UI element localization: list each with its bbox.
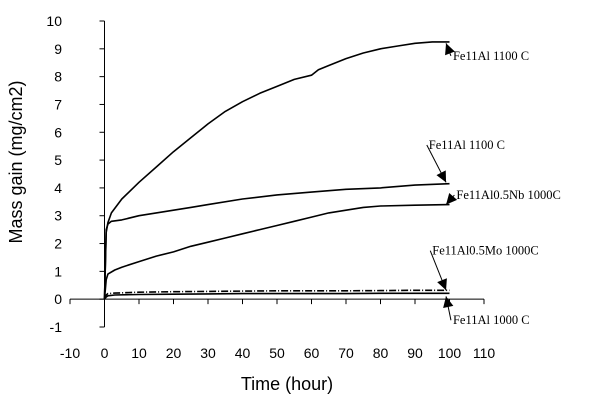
annotations: Fe11Al 1100 C Fe11Al 1100 C Fe11Al0.5Nb 10…	[426, 43, 561, 327]
x-tick-label: 70	[338, 345, 354, 361]
annotation-label: Fe11Al 1100 C	[453, 49, 529, 63]
series-line-2	[103, 182, 450, 300]
x-tick-label: -10	[60, 345, 80, 361]
series-line-4	[103, 289, 450, 300]
annotation-arrowhead	[446, 193, 458, 205]
y-tick-label: 9	[54, 41, 62, 57]
y-tick-label: 3	[54, 208, 62, 224]
series-line-5	[103, 292, 450, 300]
y-tick-label: 10	[46, 13, 62, 29]
x-tick-label: 20	[166, 345, 182, 361]
annotation-arrowhead	[445, 43, 455, 56]
x-tick-label: 90	[407, 345, 423, 361]
series-line-3	[103, 203, 450, 300]
x-axis-title: Time (hour)	[241, 374, 333, 394]
x-tick-label: 40	[235, 345, 251, 361]
x-tick-label: 10	[131, 345, 147, 361]
x-tick-label: 100	[438, 345, 462, 361]
y-tick-label: 4	[54, 180, 62, 196]
y-axis-title: Mass gain (mg/cm2)	[6, 80, 26, 243]
x-tick-label: 80	[373, 345, 389, 361]
y-tick-label: 8	[54, 69, 62, 85]
x-tick-label: 0	[101, 345, 109, 361]
annotation-label: Fe11Al 1000 C	[453, 313, 530, 327]
y-tick-label: 5	[54, 152, 62, 168]
series-group	[103, 41, 450, 300]
series-line-1	[103, 41, 450, 300]
annotation-label: Fe11Al0.5Nb 1000C	[456, 188, 560, 202]
x-tick-label: 30	[200, 345, 216, 361]
y-tick-label: -1	[50, 319, 63, 335]
annotation-label: Fe11Al 1100 C	[429, 138, 505, 152]
y-tick-label: 1	[54, 263, 62, 279]
y-tick-label: 2	[54, 236, 62, 252]
y-tick-label: 0	[54, 291, 62, 307]
annotation-arrowhead	[436, 170, 447, 183]
x-tick-label: 110	[473, 345, 496, 361]
y-tick-label: 7	[54, 96, 62, 112]
annotation-arrowhead	[443, 296, 454, 309]
x-tick-label: 50	[269, 345, 285, 361]
annotation-arrowhead	[437, 278, 447, 291]
x-tick-label: 60	[304, 345, 320, 361]
annotation-label: Fe11Al0.5Mo 1000C	[432, 244, 539, 258]
y-tick-label: 6	[54, 124, 62, 140]
